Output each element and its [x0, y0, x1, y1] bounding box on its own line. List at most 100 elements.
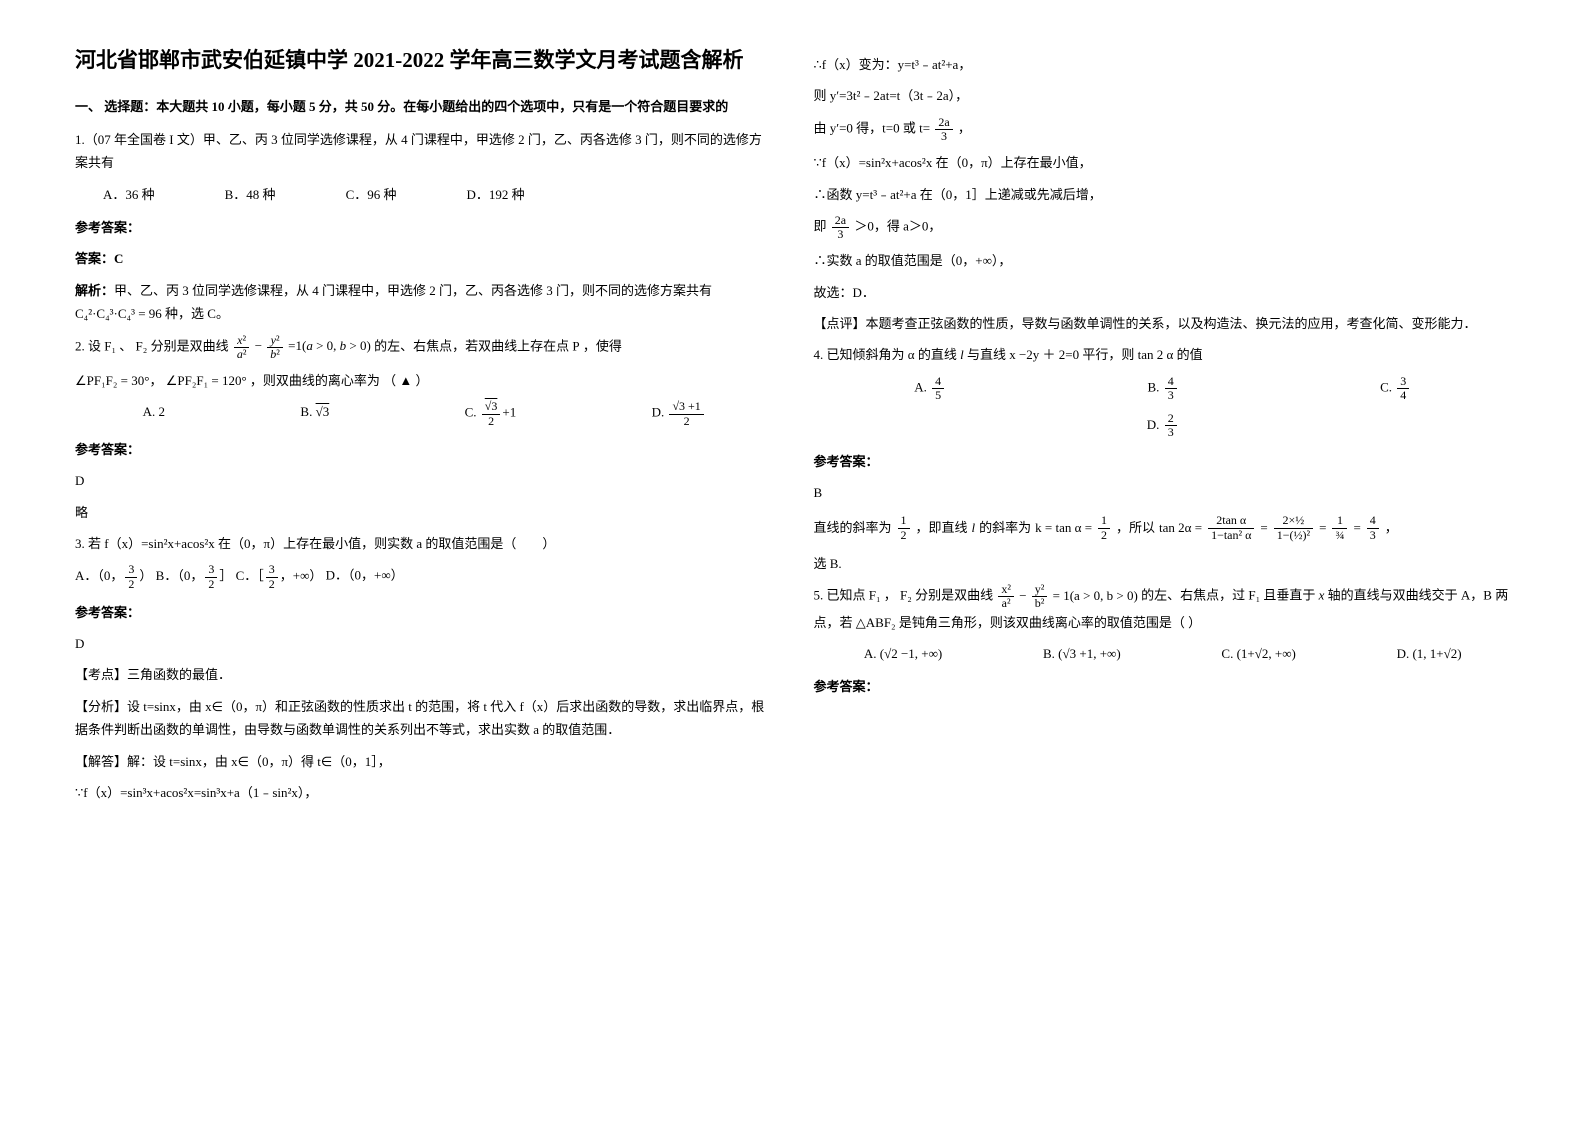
q4-d-pre: D.: [1147, 417, 1163, 432]
q4-opt-a: A. 45: [914, 375, 946, 402]
q1-exp-text: 甲、乙、丙 3 位同学选修课程，从 4 门课程中，甲选修 2 门，乙、丙各选修 …: [114, 283, 712, 298]
q4-opt-d: D. 23: [1147, 417, 1179, 432]
q4-answer: B: [814, 481, 1513, 504]
q1-answer: 答案：C: [75, 247, 774, 270]
q4-l: l: [960, 347, 964, 362]
section-1-head: 一、 选择题：本大题共 10 小题，每小题 5 分，共 50 分。在每小题给出的…: [75, 95, 774, 118]
q2-exp: 略: [75, 501, 774, 524]
q4-k-eq: k = tan α =: [1035, 516, 1092, 539]
q5-b-pre: B.: [1043, 646, 1058, 661]
r8: 故选：D．: [814, 281, 1513, 304]
q5-c-pre: C.: [1221, 646, 1236, 661]
q4-opt-c: C. 34: [1380, 375, 1411, 402]
q5-pre: 5. 已知点: [814, 588, 866, 603]
q4-b-den: 3: [1165, 389, 1177, 402]
q3-c-num: 3: [266, 563, 278, 577]
q1-ref: 参考答案：: [75, 216, 774, 239]
q4-c-num: 3: [1397, 375, 1409, 389]
q3-b: B．（0，32］: [156, 568, 233, 583]
q1-explain: 解析：甲、乙、丙 3 位同学选修课程，从 4 门课程中，甲选修 2 门，乙、丙各…: [75, 279, 774, 326]
q3-a-pre: A．（0，: [75, 568, 123, 583]
q4-alpha: α: [908, 347, 915, 362]
q5-eq-n1: x²: [998, 583, 1014, 597]
q2-d-num: √3 +1: [669, 400, 703, 414]
q2-ang1: ∠PF₁F₂ = 30°: [75, 373, 149, 388]
q5-a-val: (√2 −1, +∞): [880, 646, 942, 661]
left-column: 河北省邯郸市武安伯延镇中学 2021-2022 学年高三数学文月考试题含解析 一…: [55, 45, 794, 1077]
q3-a-num: 3: [125, 563, 137, 577]
q5-c-val: (1+√2, +∞): [1237, 646, 1296, 661]
q2-mid1: 、: [119, 338, 132, 353]
q5-post: 的左、右焦点，过: [1141, 588, 1245, 603]
q1-opt-c: C．96 种: [346, 183, 397, 206]
q4-tail: 的值: [1177, 347, 1203, 362]
q3-c: C．［32，+∞）: [236, 568, 323, 583]
q5-d-pre: D.: [1397, 646, 1413, 661]
q5-ref: 参考答案：: [814, 675, 1513, 698]
q3-b-den: 2: [205, 578, 217, 591]
r1: ∴f（x）变为：y=t³﹣at²+a，: [814, 53, 1513, 76]
q2-b-val: √3: [316, 404, 330, 419]
q2-b-pre: B.: [300, 404, 315, 419]
q3-c-pre: C．［: [236, 568, 264, 583]
q3-d: D．（0，+∞）: [326, 568, 404, 583]
q5-stem: 5. 已知点 F₁ ， F₂ 分别是双曲线 x²a² − y²b² = 1(a …: [814, 583, 1513, 634]
r4: ∵f（x）=sin²x+acos²x 在（0，π）上存在最小值，: [814, 151, 1513, 174]
q4-b-num: 4: [1165, 375, 1177, 389]
q4-exp-pre: 直线的斜率为: [814, 516, 892, 539]
q3-c-tail: ，+∞）: [280, 568, 323, 583]
q4-t1d: 1−tan² α: [1208, 529, 1254, 542]
q4-a-pre: A.: [914, 380, 930, 395]
q3-a-den: 2: [125, 578, 137, 591]
q5-b-val: (√3 +1, +∞): [1058, 646, 1120, 661]
q4-exp-mid2: 的斜率为: [979, 516, 1031, 539]
q2-d-den: 2: [669, 415, 703, 428]
q5-opt-c: C. (1+√2, +∞): [1221, 642, 1295, 665]
q2-ref: 参考答案：: [75, 438, 774, 461]
r3-pre: 由 y′=0 得，t=0 或 t=: [814, 120, 931, 135]
q5-options: A. (√2 −1, +∞) B. (√3 +1, +∞) C. (1+√2, …: [814, 642, 1513, 665]
q1-exp-pre: 解析：: [75, 283, 114, 298]
q4-explain: 直线的斜率为 12 ，即直线 l 的斜率为 k = tan α = 12 ，所以…: [814, 514, 1513, 541]
q4-exp-tail: ，: [1385, 516, 1398, 539]
q5-f1b: F₁: [1248, 588, 1260, 603]
r7: ∴实数 a 的取值范围是（0，+∞），: [814, 249, 1513, 272]
q4-a-num: 4: [932, 375, 944, 389]
q5-opt-b: B. (√3 +1, +∞): [1043, 642, 1121, 665]
q2-c-tail: +1: [502, 405, 516, 420]
q2-c-den: 2: [482, 415, 501, 428]
q5-post5: 是钝角三角形，则该双曲线离心率的取值范围是（ ）: [899, 615, 1201, 630]
page-title: 河北省邯郸市武安伯延镇中学 2021-2022 学年高三数学文月考试题含解析: [75, 45, 774, 77]
q3-b-pre: B．（0，: [156, 568, 204, 583]
r9: 【点评】本题考查正弦函数的性质，导数与函数单调性的关系，以及构造法、换元法的应用…: [814, 312, 1513, 335]
q2-stem: 2. 设 F₁ 、 F₂ 分别是双曲线 x²a² − y²b² =1(a > 0…: [75, 334, 774, 361]
r6: 即 2a3 ＞0，得 a＞0，: [814, 214, 1513, 241]
q3-a-tail: ）: [139, 568, 152, 583]
q1-opt-d: D．192 种: [466, 183, 524, 206]
q4-mid: 的直线: [918, 347, 957, 362]
r3: 由 y′=0 得，t=0 或 t= 2a3 ，: [814, 116, 1513, 143]
q5-eq-tail: = 1(a > 0, b > 0): [1053, 588, 1138, 603]
q5-tri: △ABF₂: [856, 615, 896, 630]
q5-x: x: [1319, 588, 1325, 603]
q2-opt-d: D. √3 +12: [652, 400, 706, 427]
q5-eq-n2: y²: [1032, 583, 1048, 597]
q4-c-pre: C.: [1380, 380, 1395, 395]
r5: ∴函数 y=t³﹣at²+a 在（0，1］上递减或先减后增，: [814, 183, 1513, 206]
q2-f2: F₂: [136, 338, 148, 353]
q5-mid2: 分别是双曲线: [915, 588, 993, 603]
q3-b-tail: ］: [219, 568, 232, 583]
q2-f1: F₁: [104, 338, 116, 353]
q4-t2d: 1−(½)²: [1274, 529, 1313, 542]
q1-exp-math: C₄²·C₄³·C₄³ = 96: [75, 306, 162, 321]
q4-a-den: 5: [932, 389, 944, 402]
q2-line2: ∠PF₁F₂ = 30°， ∠PF₂F₁ = 120° ，则双曲线的离心率为 （…: [75, 369, 774, 392]
q3-b-num: 3: [205, 563, 217, 577]
q4-t1n: 2tan α: [1208, 514, 1254, 528]
q4-options-row1: A. 45 B. 43 C. 34: [814, 375, 1513, 402]
right-column: ∴f（x）变为：y=t³﹣at²+a， 则 y′=3t²﹣2at=t（3t﹣2a…: [794, 45, 1533, 1077]
q4-options-row2: D. 23: [814, 412, 1513, 439]
r6-den: 3: [832, 228, 849, 241]
q3-kd: 【考点】三角函数的最值．: [75, 663, 774, 686]
q4-alpha2: α: [1167, 347, 1174, 362]
